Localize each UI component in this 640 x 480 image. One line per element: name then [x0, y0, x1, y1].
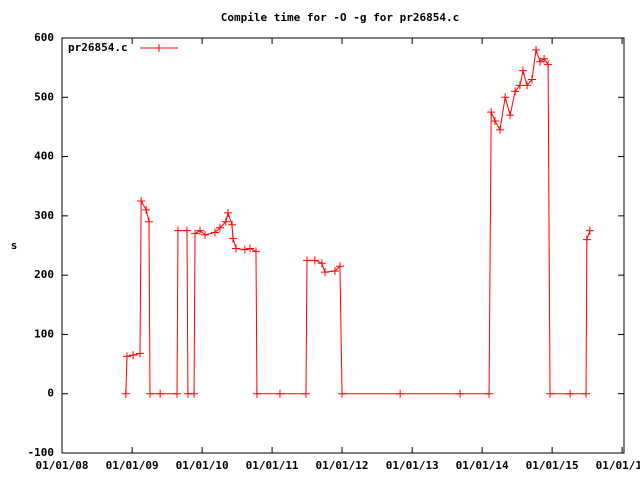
data-point	[582, 235, 591, 244]
data-point	[251, 247, 260, 256]
data-point	[487, 108, 496, 117]
data-point	[338, 389, 347, 398]
data-point	[302, 389, 311, 398]
data-point	[191, 229, 200, 238]
data-point	[532, 45, 541, 54]
data-point	[330, 266, 339, 275]
data-point	[518, 66, 527, 75]
data-point	[137, 197, 146, 206]
data-point	[320, 268, 329, 277]
y-tick-label: -100	[28, 446, 55, 459]
y-axis-label: s	[11, 239, 18, 252]
data-point	[173, 389, 182, 398]
data-point	[173, 226, 182, 235]
legend-label: pr26854.c	[68, 41, 128, 54]
data-point	[501, 93, 510, 102]
data-point	[515, 81, 524, 90]
data-point	[145, 217, 154, 226]
data-point	[582, 389, 591, 398]
data-point	[228, 220, 237, 229]
y-tick-label: 600	[34, 31, 54, 44]
data-point	[566, 389, 575, 398]
data-point	[252, 389, 261, 398]
data-point	[523, 81, 532, 90]
data-point	[246, 244, 255, 253]
data-point	[122, 352, 131, 361]
data-point	[506, 111, 515, 120]
y-tick-label: 400	[34, 150, 54, 163]
data-point	[540, 54, 549, 63]
data-point	[275, 389, 284, 398]
data-point	[544, 60, 553, 69]
x-tick-label: 01/01/14	[456, 459, 509, 472]
data-point	[223, 208, 232, 217]
data-point	[221, 217, 230, 226]
data-point	[210, 228, 219, 237]
data-point	[317, 259, 326, 268]
data-point	[456, 389, 465, 398]
data-point	[129, 351, 138, 360]
x-tick-label: 01/01/16	[596, 459, 640, 472]
data-point	[232, 244, 241, 253]
y-tick-label: 200	[34, 268, 54, 281]
x-tick-label: 01/01/12	[316, 459, 369, 472]
data-point	[145, 389, 154, 398]
x-tick-label: 01/01/15	[526, 459, 579, 472]
data-point	[511, 87, 520, 96]
x-tick-label: 01/01/11	[246, 459, 299, 472]
y-tick-label: 500	[34, 90, 54, 103]
series-line	[125, 49, 591, 395]
x-tick-label: 01/01/09	[106, 459, 159, 472]
data-point	[121, 389, 130, 398]
data-point	[536, 57, 545, 66]
data-point	[485, 389, 494, 398]
x-tick-label: 01/01/10	[176, 459, 229, 472]
x-tick-label: 01/01/08	[36, 459, 89, 472]
y-tick-label: 300	[34, 209, 54, 222]
data-point	[335, 262, 344, 271]
data-point	[190, 389, 199, 398]
data-point	[200, 230, 209, 239]
data-point	[302, 256, 311, 265]
chart-title: Compile time for -O -g for pr26854.c	[221, 11, 459, 24]
data-point	[491, 117, 500, 125]
data-point	[215, 223, 224, 232]
data-point	[196, 226, 205, 235]
plot-border	[61, 37, 625, 454]
data-point	[156, 389, 165, 398]
data-point	[527, 75, 536, 84]
data-point	[495, 125, 504, 134]
y-tick-label: 0	[47, 387, 54, 400]
data-point	[228, 234, 237, 243]
data-point	[546, 389, 555, 398]
y-tick-label: 100	[34, 327, 54, 340]
data-point	[310, 256, 319, 265]
data-point	[585, 226, 594, 235]
data-point	[136, 349, 145, 358]
data-point	[396, 389, 405, 398]
data-point	[182, 226, 191, 235]
x-tick-label: 01/01/13	[386, 459, 439, 472]
data-point	[240, 245, 249, 254]
data-point	[142, 205, 151, 214]
legend-marker	[155, 44, 163, 52]
